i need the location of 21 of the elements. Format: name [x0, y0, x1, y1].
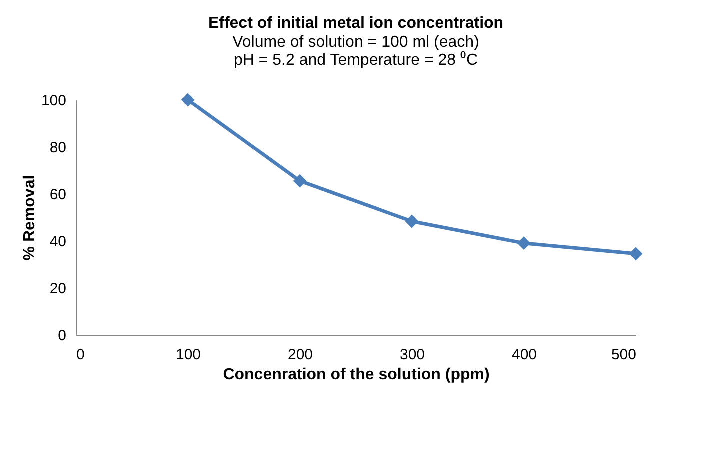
chart-subtitle: Volume of solution = 100 ml (each) pH = 5.2 and Temperature = 28 ⁰C — [232, 34, 480, 69]
point — [293, 174, 307, 188]
point — [517, 236, 531, 250]
x-tick-label: 400 — [512, 346, 538, 364]
y-axis-title: % Removal — [21, 175, 38, 261]
x-axis-title: Concenration of the solution (ppm) — [223, 366, 490, 384]
x-tick-label: 100 — [176, 346, 202, 364]
y-tick-label: 100 — [41, 92, 66, 110]
chart-title: Effect of initial metal ion concentration — [208, 15, 504, 32]
point — [181, 93, 195, 107]
y-tick-label: 20 — [50, 280, 66, 298]
x-tick-label: 300 — [400, 346, 426, 364]
point — [405, 214, 419, 228]
x-tick-label: 500 — [611, 346, 636, 364]
y-tick-label: 0 — [58, 328, 66, 344]
y-tick-label: 80 — [50, 140, 66, 156]
y-tick-label: 60 — [50, 186, 66, 204]
x-tick-label: 200 — [288, 346, 314, 364]
x-tick-label: 0 — [76, 346, 85, 364]
y-tick-label: 40 — [50, 234, 66, 250]
point — [629, 247, 643, 261]
